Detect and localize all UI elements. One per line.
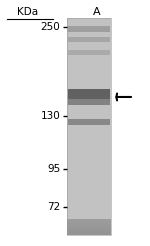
Text: 130: 130 — [40, 111, 60, 121]
Text: 72: 72 — [47, 202, 60, 212]
Bar — [67, 31, 111, 35]
Bar — [67, 110, 111, 113]
Bar — [67, 129, 111, 132]
Bar — [67, 161, 111, 165]
Bar — [68, 99, 110, 105]
Bar — [68, 119, 110, 125]
Bar — [67, 40, 111, 43]
Bar — [67, 113, 111, 116]
Bar — [67, 107, 111, 110]
Bar — [67, 99, 111, 102]
Bar — [67, 213, 111, 216]
Bar — [67, 18, 111, 21]
Bar — [67, 45, 111, 48]
Bar — [67, 56, 111, 59]
Bar — [67, 86, 111, 89]
Bar — [68, 37, 110, 42]
Bar — [67, 37, 111, 40]
Bar — [67, 137, 111, 140]
Bar — [67, 18, 111, 235]
Bar — [67, 226, 111, 230]
Bar — [67, 105, 111, 108]
Bar — [67, 75, 111, 78]
Bar — [67, 64, 111, 67]
Bar — [67, 221, 111, 224]
Bar — [67, 229, 111, 232]
Bar — [67, 83, 111, 86]
Bar — [67, 183, 111, 186]
Bar — [67, 205, 111, 208]
Bar — [67, 175, 111, 178]
Bar — [67, 207, 111, 211]
Bar — [67, 153, 111, 156]
Bar — [67, 180, 111, 184]
Bar — [67, 215, 111, 219]
Bar — [67, 148, 111, 151]
Bar — [67, 159, 111, 162]
Bar — [67, 126, 111, 129]
Bar — [67, 115, 111, 119]
Bar — [67, 102, 111, 105]
Bar — [67, 77, 111, 81]
Bar — [67, 121, 111, 124]
Bar — [67, 59, 111, 62]
Bar — [67, 191, 111, 194]
Bar — [67, 94, 111, 97]
Bar — [67, 167, 111, 170]
Bar — [68, 50, 110, 55]
Bar — [67, 132, 111, 135]
Text: KDa: KDa — [17, 7, 38, 17]
Bar — [67, 48, 111, 51]
Bar — [67, 50, 111, 54]
Bar — [68, 89, 110, 99]
Bar — [67, 80, 111, 83]
Bar — [67, 72, 111, 75]
Bar — [68, 26, 110, 32]
Bar — [67, 186, 111, 189]
Bar — [67, 232, 111, 235]
Bar — [67, 53, 111, 56]
Bar — [67, 224, 111, 227]
Bar — [67, 169, 111, 173]
Bar — [67, 188, 111, 192]
Bar — [67, 164, 111, 167]
Bar — [67, 61, 111, 64]
Bar — [67, 134, 111, 138]
Bar — [67, 42, 111, 46]
Bar — [67, 210, 111, 213]
Bar — [67, 34, 111, 37]
Bar — [67, 199, 111, 202]
Bar — [67, 91, 111, 94]
Bar — [67, 145, 111, 148]
Bar — [67, 197, 111, 200]
Text: 250: 250 — [40, 22, 60, 32]
Bar — [67, 151, 111, 154]
Bar — [67, 123, 111, 127]
Bar — [67, 26, 111, 29]
Bar — [67, 156, 111, 159]
Bar — [67, 69, 111, 73]
Bar — [67, 178, 111, 181]
Bar — [67, 202, 111, 205]
Bar — [67, 23, 111, 27]
Bar — [67, 21, 111, 24]
Bar — [67, 96, 111, 100]
Bar — [67, 140, 111, 143]
Bar — [67, 118, 111, 121]
Bar — [67, 29, 111, 32]
Bar — [67, 218, 111, 221]
Bar — [67, 142, 111, 146]
Text: 95: 95 — [47, 164, 60, 174]
Bar — [67, 194, 111, 197]
Bar — [67, 88, 111, 92]
Text: A: A — [93, 7, 101, 17]
Bar — [67, 67, 111, 70]
Bar — [67, 172, 111, 175]
